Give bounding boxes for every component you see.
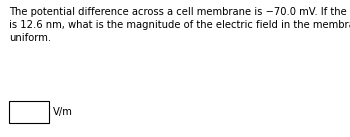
Text: V/m: V/m [52, 107, 72, 117]
Text: The potential difference across a cell membrane is −70.0 mV. If the membrane’s t: The potential difference across a cell m… [9, 7, 350, 43]
FancyBboxPatch shape [9, 101, 49, 123]
